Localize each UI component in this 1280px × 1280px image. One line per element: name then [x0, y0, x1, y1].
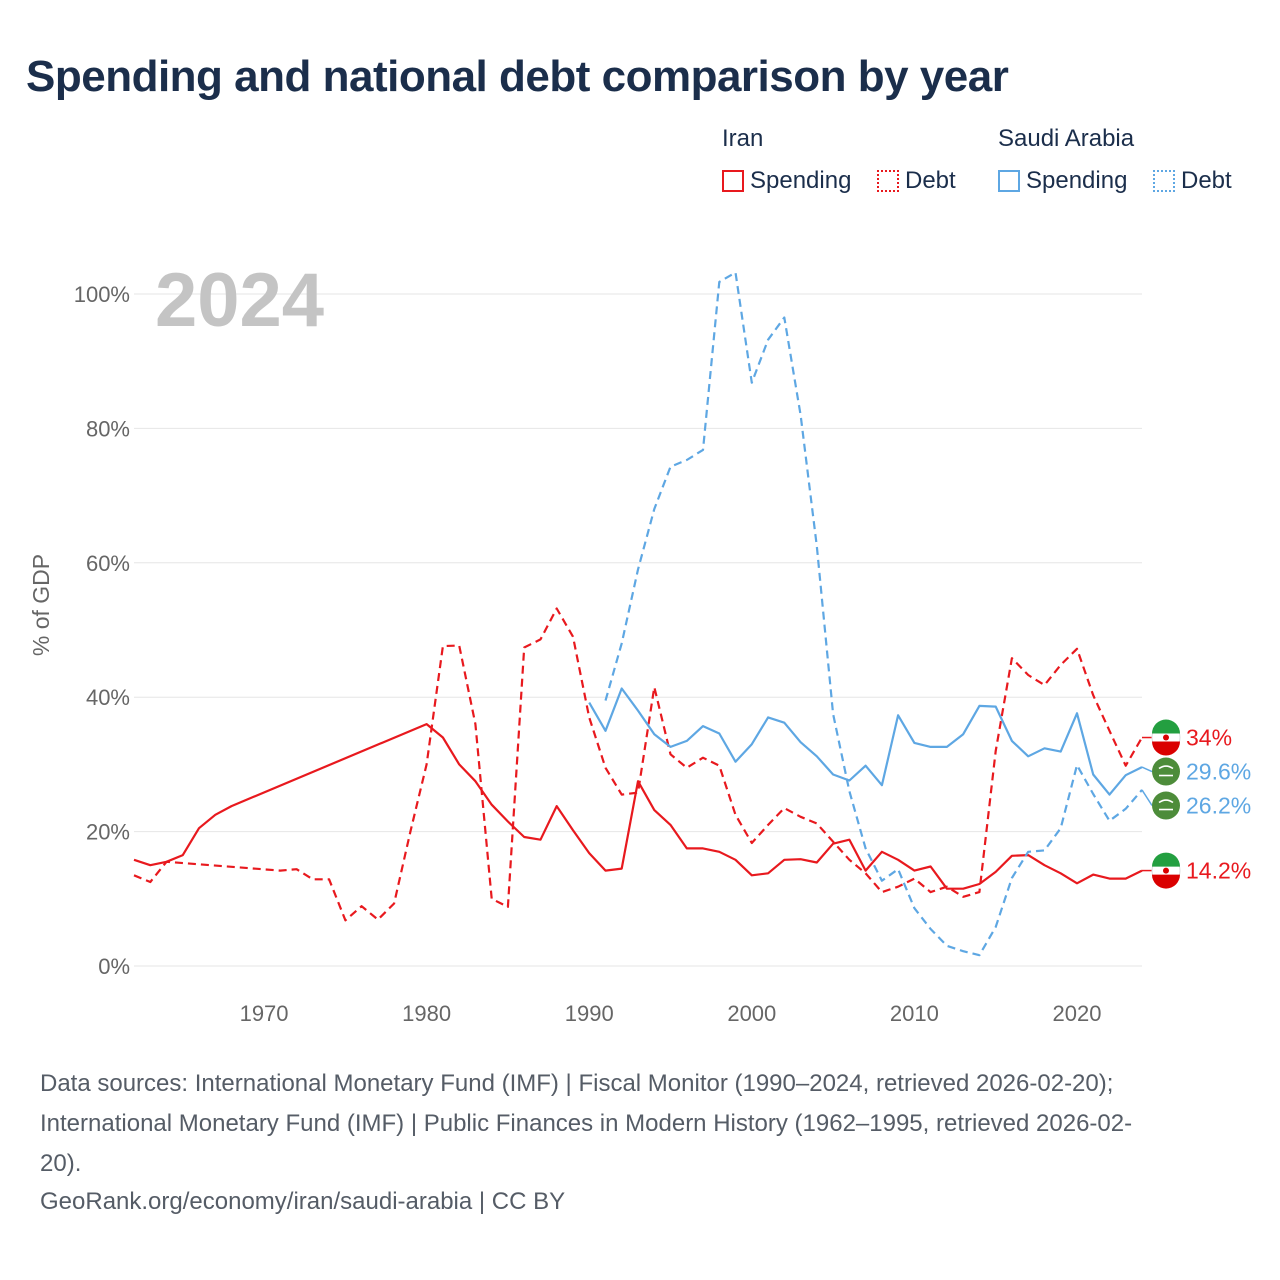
chart-title: Spending and national debt comparison by…: [26, 52, 1009, 101]
legend-swatch-dotted-icon: [877, 170, 899, 192]
x-tick-label: 1980: [402, 1001, 451, 1026]
x-tick-label: 2000: [727, 1001, 776, 1026]
flag-iran-icon: [1151, 719, 1181, 756]
legend-label: Spending: [750, 167, 852, 194]
legend-swatch-solid-icon: [998, 170, 1020, 192]
y-tick-label: 60%: [86, 551, 130, 576]
footer-source-line-3: 20).: [40, 1150, 82, 1177]
y-tick-label: 80%: [86, 416, 130, 441]
legend-swatch-dotted-icon: [1153, 170, 1175, 192]
x-tick-label: 1970: [240, 1001, 289, 1026]
series-line-saudi-arabia-spending: [588, 687, 1143, 796]
y-axis-label: % of GDP: [28, 554, 54, 656]
x-tick-label: 2010: [890, 1001, 939, 1026]
line-chart: 2024 0% 20% 40% 60% 80% 100% 1970 1980 1990 2000…: [28, 258, 1251, 1026]
x-axis-ticks: 1970 1980 1990 2000 2010 2020: [240, 1001, 1102, 1026]
end-value-label: 34%: [1186, 725, 1232, 751]
footer-source-line-1: Data sources: International Monetary Fun…: [40, 1070, 1114, 1097]
legend-group-iran: Iran: [722, 125, 764, 152]
end-label-connector: [1141, 766, 1153, 773]
series-line-iran-debt: [133, 607, 1143, 922]
legend-item-iran-spending[interactable]: Spending: [722, 167, 851, 195]
end-labels: 34% 29.6% 26.2% 14.2%: [1141, 719, 1251, 889]
legend-label: Debt: [905, 167, 956, 194]
y-tick-label: 0%: [98, 954, 130, 979]
y-tick-label: 40%: [86, 685, 130, 710]
legend-label: Debt: [1181, 167, 1232, 194]
x-tick-label: 2020: [1052, 1001, 1101, 1026]
end-label-connector: [1141, 789, 1153, 806]
flag-iran-icon: [1151, 852, 1181, 889]
flag-saudi-arabia-icon: [1152, 757, 1180, 786]
series-lines: [133, 271, 1143, 957]
legend-label: Spending: [1026, 167, 1128, 194]
y-tick-label: 20%: [86, 820, 130, 845]
series-line-iran-spending: [133, 723, 1143, 890]
footer-source-line-2: International Monetary Fund (IMF) | Publ…: [40, 1110, 1133, 1137]
legend-item-saudi-spending[interactable]: Spending: [998, 167, 1127, 195]
end-value-label: 26.2%: [1186, 793, 1251, 819]
year-watermark: 2024: [155, 258, 324, 343]
footer-credit-link[interactable]: GeoRank.org/economy/iran/saudi-arabia | …: [40, 1188, 566, 1215]
y-axis-ticks: 0% 20% 40% 60% 80% 100%: [74, 282, 130, 979]
y-tick-label: 100%: [74, 282, 130, 307]
end-value-label: 14.2%: [1186, 858, 1251, 884]
x-tick-label: 1990: [565, 1001, 614, 1026]
legend-item-iran-debt[interactable]: Debt: [877, 167, 956, 195]
series-line-saudi-arabia-debt: [604, 271, 1143, 957]
legend-item-saudi-debt[interactable]: Debt: [1153, 167, 1232, 195]
legend-group-saudi-arabia: Saudi Arabia: [998, 125, 1135, 152]
flag-saudi-arabia-icon: [1152, 791, 1180, 820]
end-value-label: 29.6%: [1186, 759, 1251, 785]
grid-lines: [134, 293, 1142, 967]
legend-swatch-solid-icon: [722, 170, 744, 192]
